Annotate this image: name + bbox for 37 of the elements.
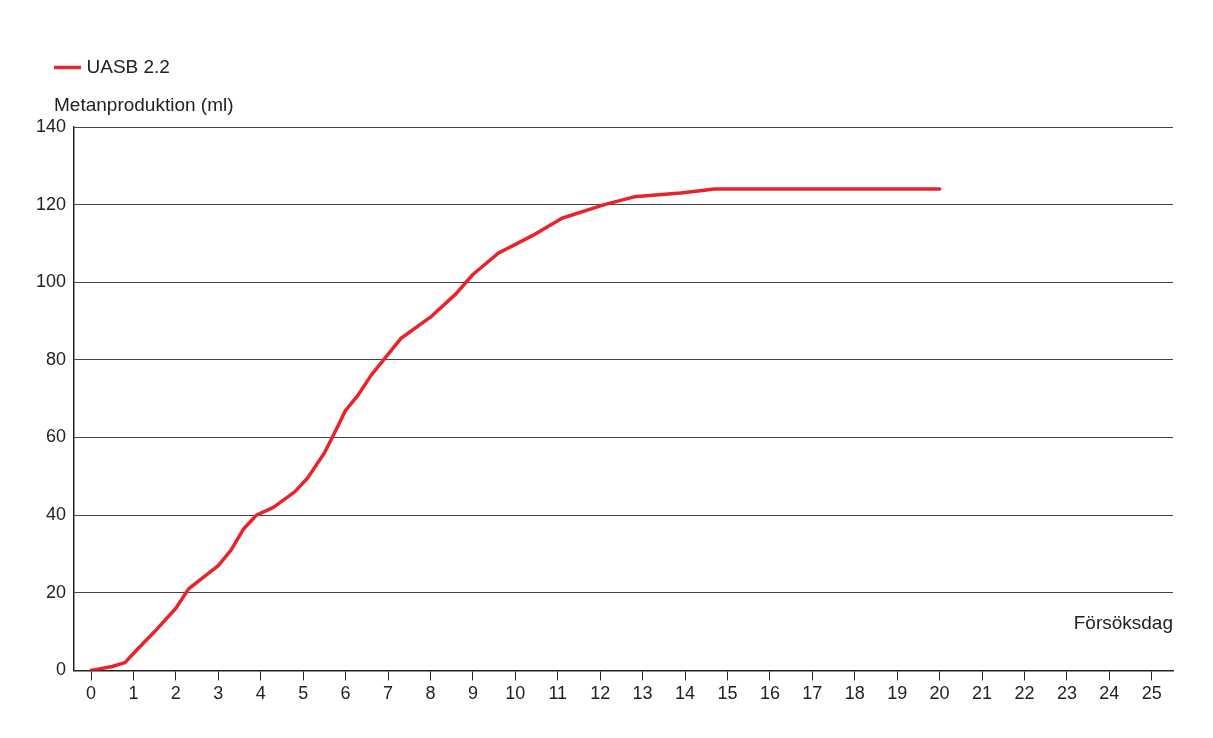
x-tick-label: 15 <box>717 683 738 704</box>
y-tick-label: 80 <box>46 348 67 369</box>
x-axis-title: Försöksdag <box>1073 611 1173 633</box>
x-tick-label: 8 <box>425 683 436 704</box>
x-tick-label: 25 <box>1141 683 1162 704</box>
y-tick-label: 0 <box>56 659 67 680</box>
x-tick-label: 12 <box>590 683 611 704</box>
y-tick-label: 100 <box>35 271 67 292</box>
y-tick-label: 40 <box>46 504 67 525</box>
x-tick-label: 13 <box>632 683 653 704</box>
x-tick-label: 19 <box>887 683 908 704</box>
x-tick-label: 0 <box>86 683 97 704</box>
y-tick-label: 20 <box>46 581 67 602</box>
x-tick-label: 14 <box>675 683 696 704</box>
x-tick-label: 3 <box>213 683 224 704</box>
x-tick-label: 6 <box>340 683 351 704</box>
y-tick-label: 140 <box>35 115 67 136</box>
x-tick-label: 2 <box>170 683 181 704</box>
x-tick-label: 23 <box>1056 683 1077 704</box>
x-tick-label: 22 <box>1014 683 1035 704</box>
x-tick-label: 5 <box>298 683 309 704</box>
x-tick-label: 21 <box>972 683 993 704</box>
x-tick-label: 9 <box>467 683 478 704</box>
x-tick-label: 1 <box>128 683 139 704</box>
y-axis-title: Metanproduktion (ml) <box>54 93 234 115</box>
y-tick-label: 60 <box>46 426 67 447</box>
x-tick-label: 7 <box>383 683 394 704</box>
x-tick-label: 17 <box>802 683 823 704</box>
x-tick-label: 11 <box>548 683 568 704</box>
x-tick-label: 20 <box>929 683 950 704</box>
x-tick-label: 4 <box>255 683 266 704</box>
x-tick-label: 24 <box>1099 683 1120 704</box>
y-tick-label: 120 <box>35 193 67 214</box>
x-tick-label: 18 <box>844 683 865 704</box>
legend-label: UASB 2.2 <box>86 55 170 77</box>
x-tick-label: 16 <box>759 683 780 704</box>
x-tick-label: 10 <box>505 683 526 704</box>
